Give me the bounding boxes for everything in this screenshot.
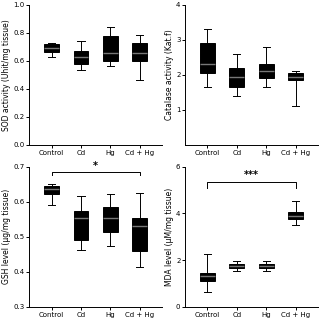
PathPatch shape — [259, 64, 274, 78]
PathPatch shape — [229, 68, 244, 87]
Y-axis label: MDA level (μM/mg tissue): MDA level (μM/mg tissue) — [165, 188, 174, 286]
PathPatch shape — [103, 207, 118, 232]
PathPatch shape — [229, 264, 244, 268]
Y-axis label: GSH level (μg/mg tissue): GSH level (μg/mg tissue) — [2, 189, 11, 284]
PathPatch shape — [200, 43, 215, 73]
PathPatch shape — [288, 73, 303, 80]
PathPatch shape — [44, 44, 59, 52]
Text: *: * — [93, 161, 98, 171]
Text: ***: *** — [244, 170, 259, 180]
PathPatch shape — [132, 43, 147, 61]
PathPatch shape — [132, 218, 147, 251]
PathPatch shape — [44, 186, 59, 194]
PathPatch shape — [74, 211, 88, 240]
PathPatch shape — [74, 51, 88, 64]
PathPatch shape — [103, 36, 118, 61]
PathPatch shape — [259, 264, 274, 268]
Y-axis label: SOD activity (Uhit/mg tissue): SOD activity (Uhit/mg tissue) — [2, 19, 11, 131]
Y-axis label: Catalase activity (Kat.f): Catalase activity (Kat.f) — [165, 29, 174, 120]
PathPatch shape — [288, 212, 303, 219]
PathPatch shape — [200, 273, 215, 281]
